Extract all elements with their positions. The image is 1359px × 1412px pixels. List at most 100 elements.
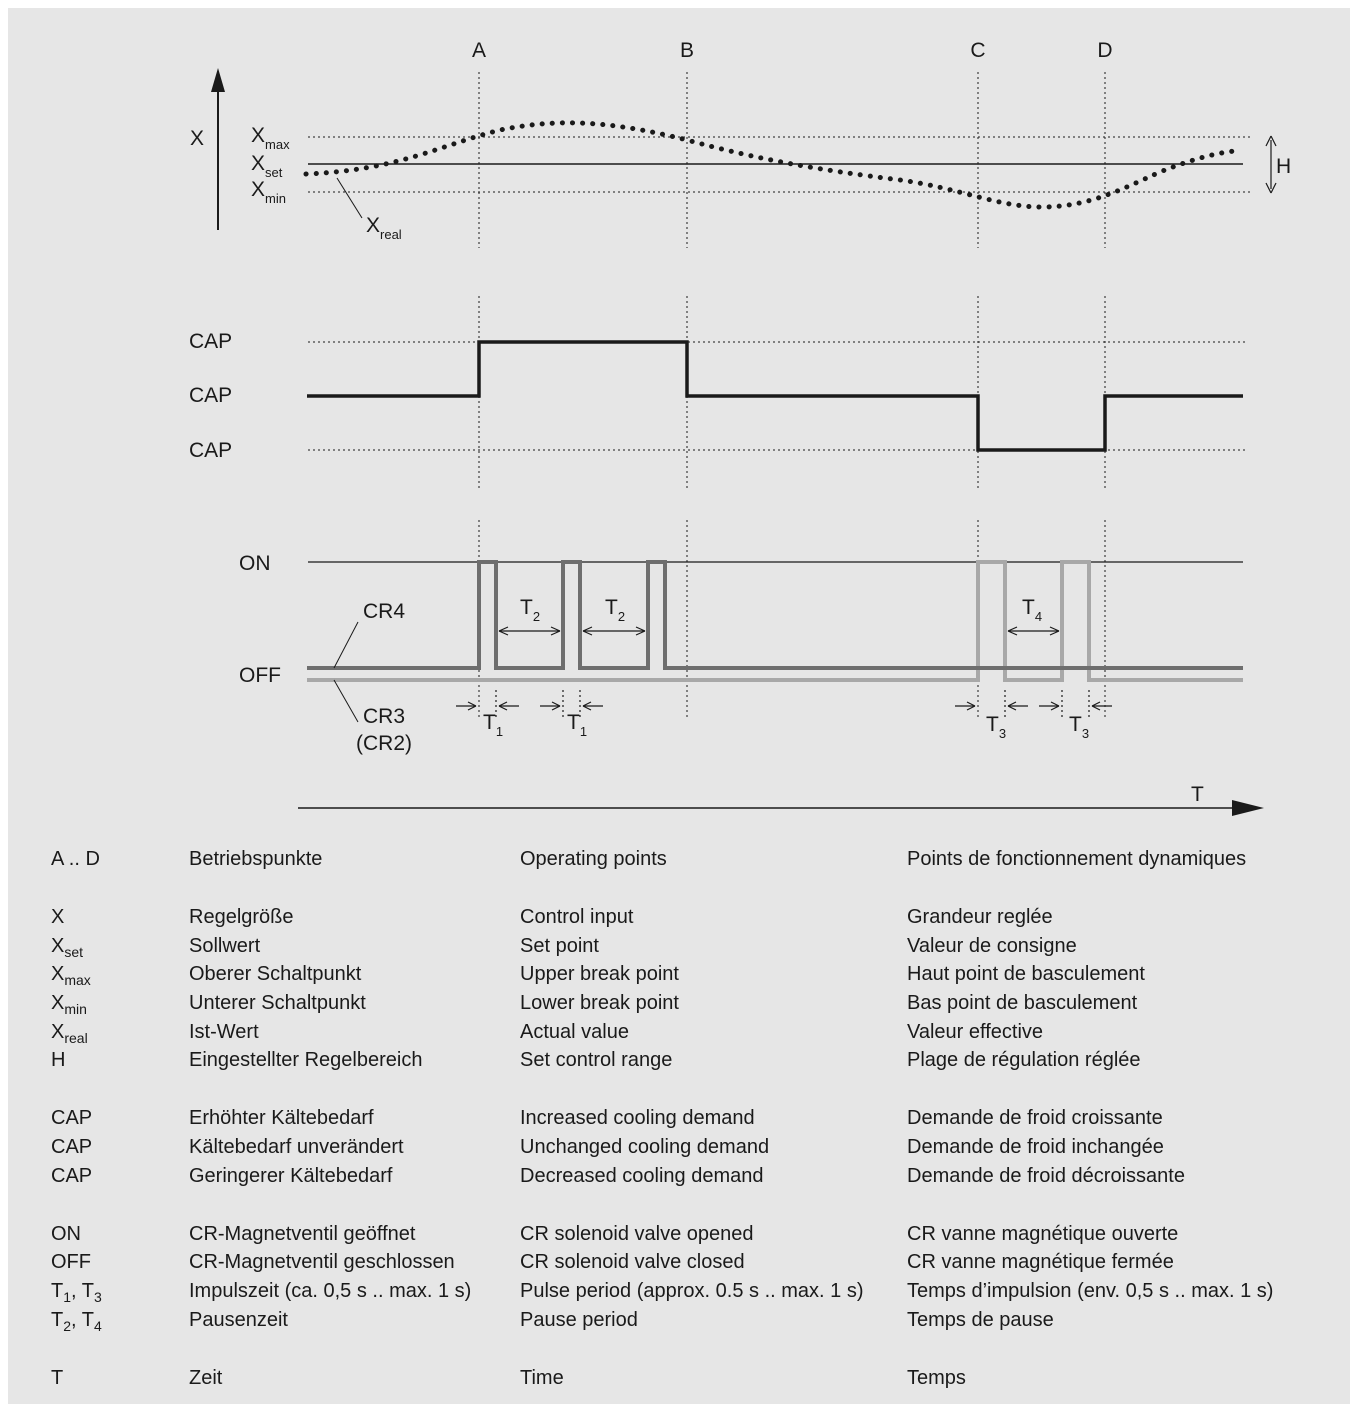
legend-row: A .. D Betriebspunkte Operating points P… bbox=[0, 845, 1359, 873]
legend-french: Haut point de basculement bbox=[907, 963, 1145, 985]
legend-german: Kältebedarf unverändert bbox=[189, 1136, 404, 1158]
legend-symbol: X bbox=[51, 906, 65, 928]
cr3-label: CR3 bbox=[363, 705, 405, 728]
h-label: H bbox=[1276, 155, 1291, 178]
t2-label-2: T2 bbox=[605, 596, 625, 624]
legend-english: Set control range bbox=[520, 1049, 673, 1071]
legend-french: Temps d’impulsion (env. 0,5 s .. max. 1 … bbox=[907, 1280, 1274, 1302]
legend-german: Geringerer Kältebedarf bbox=[189, 1165, 393, 1187]
cr3-leader bbox=[333, 679, 359, 723]
legend-english: Lower break point bbox=[520, 992, 679, 1014]
legend-german: Erhöhter Kältebedarf bbox=[189, 1107, 374, 1129]
figure-panel bbox=[8, 8, 1350, 1404]
operating-point-lines bbox=[478, 72, 1106, 718]
legend-english: Upper break point bbox=[520, 963, 679, 985]
legend-french: CR vanne magnétique ouverte bbox=[907, 1223, 1179, 1245]
legend-symbol: Xmax bbox=[51, 963, 91, 988]
legend-english: Decreased cooling demand bbox=[520, 1165, 764, 1187]
legend-row: CAP Kältebedarf unverändert Unchanged co… bbox=[0, 1133, 1359, 1161]
legend-row: T2, T4 Pausenzeit Pause period Temps de … bbox=[0, 1306, 1359, 1334]
legend-french: Grandeur reglée bbox=[907, 906, 1053, 928]
on-label: ON bbox=[239, 552, 271, 575]
pause-arrows bbox=[498, 626, 1060, 636]
legend-english: Unchanged cooling demand bbox=[520, 1136, 770, 1158]
legend-symbol: ON bbox=[51, 1223, 81, 1245]
h-range-arrowheads bbox=[1265, 135, 1277, 194]
legend-symbol: CAP bbox=[51, 1136, 93, 1158]
legend-german: Oberer Schaltpunkt bbox=[189, 963, 362, 985]
x-real-label: Xreal bbox=[366, 214, 402, 242]
legend-row: ON CR-Magnetventil geöffnet CR solenoid … bbox=[0, 1220, 1359, 1248]
legend-french: Valeur de consigne bbox=[907, 935, 1077, 957]
legend-german: CR-Magnetventil geöffnet bbox=[189, 1223, 416, 1245]
legend-english: Pulse period (approx. 0.5 s .. max. 1 s) bbox=[520, 1280, 864, 1302]
legend-row: CAP Geringerer Kältebedarf Decreased coo… bbox=[0, 1162, 1359, 1190]
legend-english: Set point bbox=[520, 935, 599, 957]
legend-row: H Eingestellter Regelbereich Set control… bbox=[0, 1046, 1359, 1074]
legend-row: Xreal Ist-Wert Actual value Valeur effec… bbox=[0, 1018, 1359, 1046]
cap-signal bbox=[307, 340, 1243, 452]
t3-label-1: T3 bbox=[986, 713, 1006, 741]
legend-symbol: A .. D bbox=[51, 848, 100, 870]
legend-french: Demande de froid décroissante bbox=[907, 1165, 1185, 1187]
legend-german: CR-Magnetventil geschlossen bbox=[189, 1251, 455, 1273]
x-set-label: Xset bbox=[251, 152, 283, 180]
t2-label-1: T2 bbox=[520, 596, 540, 624]
legend-english: Operating points bbox=[520, 848, 667, 870]
legend-french: CR vanne magnétique fermée bbox=[907, 1251, 1174, 1273]
legend-row: T1, T3 Impulszeit (ca. 0,5 s .. max. 1 s… bbox=[0, 1277, 1359, 1305]
legend-german: Sollwert bbox=[189, 935, 261, 957]
legend-french: Plage de régulation réglée bbox=[907, 1049, 1141, 1071]
t3-label-2: T3 bbox=[1069, 713, 1089, 741]
legend-row: Xmin Unterer Schaltpunkt Lower break poi… bbox=[0, 989, 1359, 1017]
point-d-label: D bbox=[1097, 39, 1112, 62]
legend-french: Temps de pause bbox=[907, 1309, 1054, 1331]
legend-symbol: H bbox=[51, 1049, 66, 1071]
time-axis-arrowhead bbox=[1232, 800, 1264, 816]
legend-symbol: T2, T4 bbox=[51, 1309, 102, 1334]
cr4-label: CR4 bbox=[363, 600, 405, 623]
t1-label-2: T1 bbox=[567, 711, 587, 739]
legend-symbol: T1, T3 bbox=[51, 1280, 102, 1305]
legend-symbol: CAP bbox=[51, 1165, 93, 1187]
x-min-label: Xmin bbox=[251, 178, 286, 206]
legend-english: Increased cooling demand bbox=[520, 1107, 755, 1129]
legend-row: OFF CR-Magnetventil geschlossen CR solen… bbox=[0, 1248, 1359, 1276]
legend-english: Time bbox=[520, 1367, 564, 1389]
t4-label: T4 bbox=[1022, 596, 1042, 624]
cap-increased-label: CAP bbox=[189, 330, 232, 353]
legend-row: CAP Erhöhter Kältebedarf Increased cooli… bbox=[0, 1104, 1359, 1132]
legend-german: Betriebspunkte bbox=[189, 848, 323, 870]
off-label: OFF bbox=[239, 664, 281, 687]
cap-unchanged-label: CAP bbox=[189, 384, 232, 407]
cr3-signal bbox=[307, 560, 1243, 682]
legend-french: Valeur effective bbox=[907, 1021, 1044, 1043]
legend-french: Points de fonctionnement dynamiques bbox=[907, 848, 1247, 870]
legend-german: Pausenzeit bbox=[189, 1309, 288, 1331]
legend-french: Demande de froid croissante bbox=[907, 1107, 1163, 1129]
legend-german: Eingestellter Regelbereich bbox=[189, 1049, 423, 1071]
point-b-label: B bbox=[680, 39, 694, 62]
legend-english: Pause period bbox=[520, 1309, 638, 1331]
t1-label-1: T1 bbox=[483, 711, 503, 739]
legend-english: Control input bbox=[520, 906, 634, 928]
x-axis-label: X bbox=[190, 127, 204, 150]
legend-german: Ist-Wert bbox=[189, 1021, 259, 1043]
legend-french: Demande de froid inchangée bbox=[907, 1136, 1164, 1158]
x-axis-arrowhead bbox=[211, 68, 225, 92]
legend-symbol: T bbox=[51, 1367, 64, 1389]
pulse-arrows bbox=[456, 690, 1112, 718]
point-c-label: C bbox=[970, 39, 985, 62]
legend-german: Regelgröße bbox=[189, 906, 294, 928]
legend-french: Bas point de basculement bbox=[907, 992, 1138, 1014]
legend-german: Impulszeit (ca. 0,5 s .. max. 1 s) bbox=[189, 1280, 472, 1302]
legend-row: T Zeit Time Temps bbox=[0, 1364, 1359, 1392]
timing-diagram: A B C D X Xmax Xset Xmin Xreal H CAP CAP… bbox=[189, 39, 1291, 816]
legend-symbol: OFF bbox=[51, 1251, 91, 1273]
legend-row: Xset Sollwert Set point Valeur de consig… bbox=[0, 932, 1359, 960]
cr4-signal bbox=[307, 560, 1243, 670]
legend-english: Actual value bbox=[520, 1021, 629, 1043]
legend-row: Xmax Oberer Schaltpunkt Upper break poin… bbox=[0, 960, 1359, 988]
legend-symbol: Xset bbox=[51, 935, 84, 960]
cap-decreased-label: CAP bbox=[189, 439, 232, 462]
